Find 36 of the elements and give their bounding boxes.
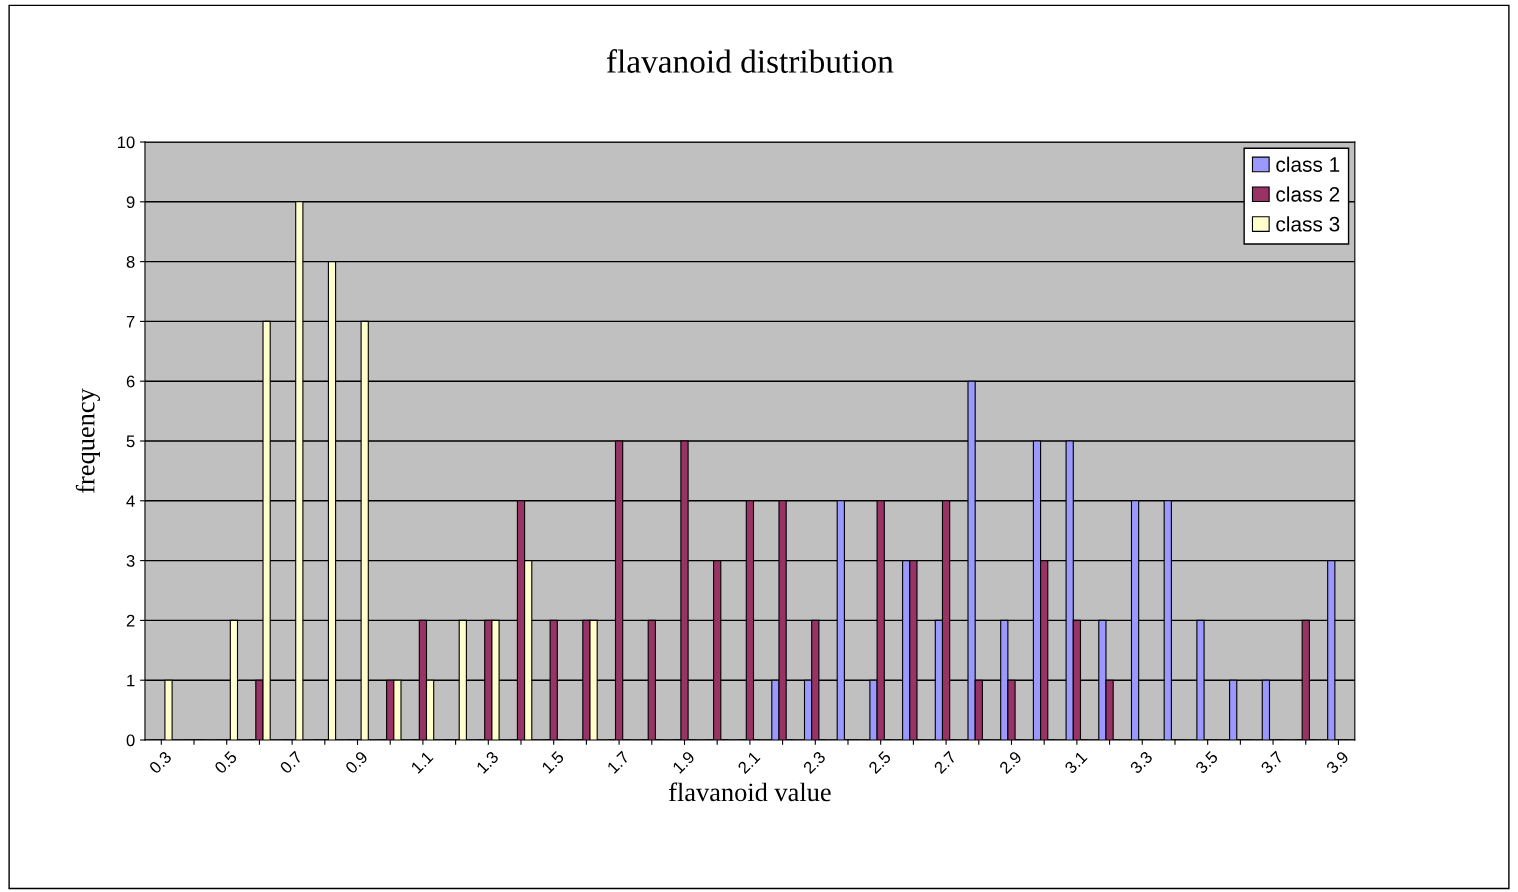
- x-tick-label: 1.1: [410, 750, 434, 774]
- legend-label: class 2: [1276, 186, 1340, 202]
- y-tick-label: 0: [126, 734, 135, 747]
- x-tick-label: 1.7: [606, 750, 630, 774]
- x-tick-label: 1.3: [475, 750, 500, 774]
- y-tick-label: 3: [126, 555, 135, 567]
- y-tick-label: 7: [126, 315, 135, 328]
- y-tick-label: 1: [127, 674, 135, 687]
- x-tick-label: 3.1: [1063, 750, 1088, 775]
- x-tick-label: 3.3: [1129, 750, 1154, 775]
- x-tick-label: 0.9: [344, 750, 369, 775]
- x-tick-label: 3.9: [1325, 750, 1350, 775]
- x-tick-label: 2.9: [998, 750, 1023, 775]
- x-axis-title: flavanoid value: [669, 782, 831, 802]
- legend-label: class 1: [1276, 156, 1340, 172]
- y-tick-label: 9: [126, 196, 135, 209]
- x-tick-label: 3.5: [1194, 750, 1219, 775]
- x-tick-label: 2.5: [867, 750, 892, 775]
- legend-label: class 3: [1276, 216, 1340, 232]
- x-tick-label: 0.7: [279, 750, 303, 775]
- y-tick-label: 8: [126, 256, 135, 268]
- x-tick-label: 0.3: [148, 750, 173, 775]
- y-tick-label: 5: [126, 435, 135, 448]
- x-tick-label: 0.5: [213, 750, 238, 775]
- y-tick-label: 2: [126, 614, 135, 627]
- x-tick-label: 2.3: [802, 750, 827, 775]
- chart-title: flavanoid distribution: [606, 49, 894, 73]
- y-tick-label: 4: [126, 495, 135, 507]
- x-tick-label: 3.7: [1260, 750, 1284, 775]
- x-tick-label: 1.5: [541, 750, 565, 774]
- x-tick-label: 1.9: [672, 750, 696, 774]
- y-tick-label: 6: [126, 375, 135, 388]
- x-tick-label: 2.7: [933, 750, 957, 775]
- x-tick-label: 2.1: [737, 750, 761, 775]
- y-axis-title: frequency: [75, 388, 101, 493]
- y-tick-label: 10: [117, 136, 135, 149]
